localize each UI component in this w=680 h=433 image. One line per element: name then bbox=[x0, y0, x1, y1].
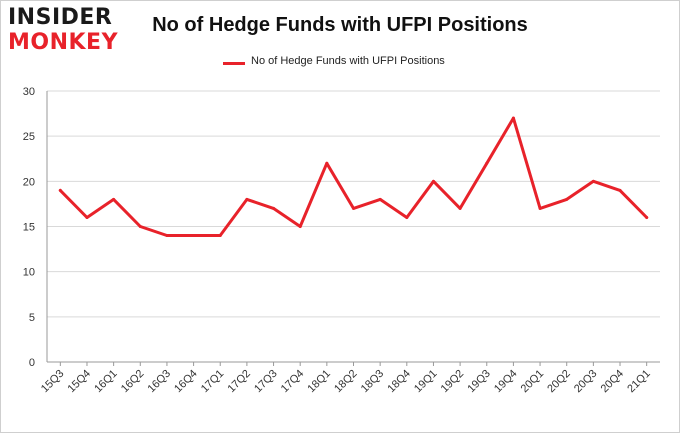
x-tick-label: 20Q3 bbox=[572, 368, 600, 396]
insider-monkey-logo: INSIDER MONKEY bbox=[8, 6, 130, 56]
x-tick-label: 19Q1 bbox=[412, 368, 440, 396]
y-tick-label: 10 bbox=[23, 267, 35, 279]
x-tick-label: 16Q4 bbox=[172, 368, 200, 396]
logo-line-2: MONKEY bbox=[8, 30, 119, 55]
x-tick-label: 18Q1 bbox=[305, 368, 333, 396]
data-point bbox=[218, 234, 222, 238]
data-point bbox=[138, 225, 142, 228]
data-point bbox=[378, 197, 382, 201]
y-tick-label: 25 bbox=[23, 131, 35, 143]
x-tick-label: 20Q2 bbox=[545, 368, 573, 396]
x-tick-label: 18Q3 bbox=[359, 368, 387, 396]
y-tick-label: 0 bbox=[29, 357, 35, 369]
x-tick-label: 20Q4 bbox=[599, 368, 627, 396]
x-tick-label: 21Q1 bbox=[625, 368, 653, 396]
x-tick-label: 18Q4 bbox=[385, 368, 413, 396]
data-point bbox=[511, 116, 515, 120]
legend-swatch bbox=[223, 62, 245, 65]
x-tick-label: 19Q3 bbox=[465, 368, 493, 396]
data-point bbox=[165, 234, 169, 238]
y-tick-labels: 0 5 10 15 20 25 30 bbox=[23, 86, 35, 369]
legend-label: No of Hedge Funds with UFPI Positions bbox=[251, 55, 445, 67]
x-tick-label: 16Q2 bbox=[119, 368, 147, 396]
x-tick-label: 17Q2 bbox=[225, 368, 253, 396]
y-tick-label: 30 bbox=[23, 86, 35, 98]
x-tick-label: 17Q1 bbox=[199, 368, 227, 396]
chart-legend: No of Hedge Funds with UFPI Positions bbox=[0, 55, 680, 71]
data-point bbox=[298, 225, 302, 228]
data-point bbox=[192, 234, 196, 238]
x-tick-label: 19Q2 bbox=[439, 368, 467, 396]
y-tick-label: 5 bbox=[29, 312, 35, 324]
data-point bbox=[618, 188, 622, 192]
x-tick-label: 15Q3 bbox=[39, 368, 67, 396]
chart-title: No of Hedge Funds with UFPI Positions bbox=[152, 14, 528, 36]
data-point bbox=[431, 179, 435, 183]
data-point bbox=[565, 197, 569, 201]
x-tick-label: 17Q4 bbox=[279, 368, 307, 396]
data-point bbox=[405, 215, 409, 219]
data-point bbox=[85, 215, 89, 219]
x-tick-label: 17Q3 bbox=[252, 368, 280, 396]
x-tick-label: 16Q3 bbox=[146, 368, 174, 396]
logo-line-1: INSIDER bbox=[8, 5, 113, 30]
axes bbox=[46, 91, 660, 366]
data-point bbox=[245, 197, 249, 201]
x-tick-label: 20Q1 bbox=[519, 368, 547, 396]
series-layer bbox=[58, 116, 649, 238]
grid-lines bbox=[47, 90, 660, 318]
data-point bbox=[352, 206, 355, 210]
data-point bbox=[538, 206, 542, 210]
data-point bbox=[272, 206, 276, 210]
x-tick-label: 19Q4 bbox=[492, 368, 520, 396]
data-point bbox=[645, 215, 649, 219]
data-point bbox=[325, 161, 329, 165]
x-tick-label: 15Q4 bbox=[66, 368, 94, 396]
data-point bbox=[458, 206, 462, 210]
data-point bbox=[112, 197, 116, 201]
x-tick-label: 18Q2 bbox=[332, 368, 360, 396]
data-point bbox=[58, 188, 62, 192]
y-tick-label: 20 bbox=[23, 176, 35, 188]
y-tick-label: 15 bbox=[23, 222, 35, 234]
data-point bbox=[591, 179, 595, 183]
data-point bbox=[485, 161, 489, 165]
x-tick-labels: 15Q3 15Q4 16Q1 16Q2 16Q3 16Q4 17Q1 17Q2 17Q3 17Q4… bbox=[39, 368, 653, 396]
x-tick-label: 16Q1 bbox=[92, 368, 120, 396]
